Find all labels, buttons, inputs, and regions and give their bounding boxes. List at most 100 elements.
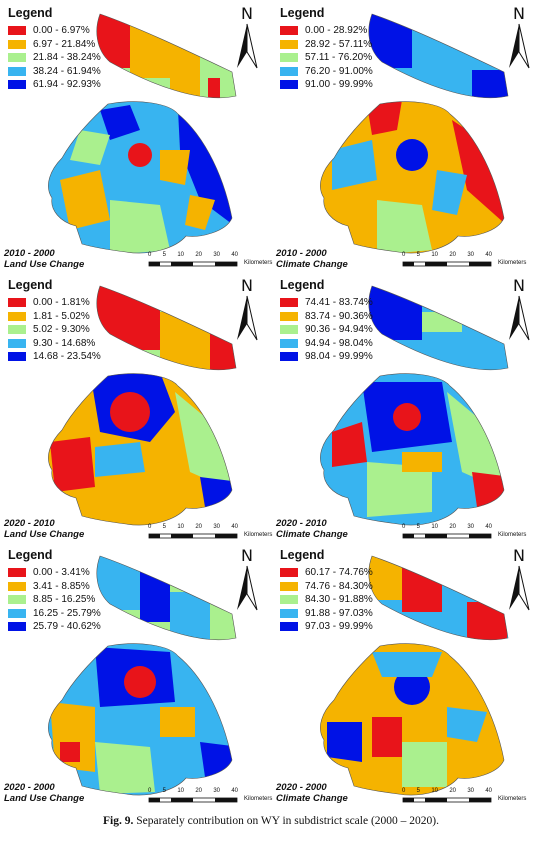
legend-item: 25.79 - 40.62% (8, 620, 101, 634)
factor-label: Climate Change (276, 259, 348, 270)
legend-label: 0.00 - 1.81% (33, 297, 90, 309)
legend-label: 9.30 - 14.68% (33, 337, 96, 349)
legend: Legend 60.17 - 74.76% 74.76 - 84.30% 84.… (280, 548, 373, 634)
legend-item: 84.30 - 91.88% (280, 593, 373, 607)
legend-swatch-sky-blue (280, 608, 298, 618)
map-caption: 2010 - 2000 Land Use Change (4, 248, 84, 270)
legend-label: 90.36 - 94.94% (305, 324, 373, 336)
scale-tick: 30 (213, 524, 220, 530)
scale-tick: 10 (431, 788, 438, 794)
legend-swatch-orange (8, 311, 26, 321)
legend-label: 38.24 - 61.94% (33, 65, 101, 77)
legend-item: 76.20 - 91.00% (280, 65, 373, 79)
legend-swatch-blue (8, 80, 26, 90)
district-map (48, 555, 237, 796)
figure-label: Fig. 9. (102, 815, 134, 827)
legend-swatch-orange (280, 39, 298, 49)
legend-item: 98.04 - 99.99% (280, 350, 373, 364)
scale-tick: 30 (467, 524, 474, 530)
legend-label: 21.84 - 38.24% (33, 52, 101, 64)
scale-tick: 20 (449, 524, 456, 530)
period-label: 2020 - 2010 (4, 518, 55, 529)
scale-bar: 0 5 10 20 30 40 Kilometers (148, 524, 288, 546)
legend-swatch-red (8, 568, 26, 578)
scale-unit: Kilometers (244, 532, 273, 538)
scale-tick: 10 (431, 524, 438, 530)
district-map (48, 13, 237, 254)
scale-tick: 10 (177, 252, 184, 258)
scale-tick: 5 (162, 788, 166, 794)
period-label: 2020 - 2000 (4, 782, 55, 793)
legend-label: 83.74 - 90.36% (305, 310, 373, 322)
legend-swatch-blue (280, 622, 298, 632)
legend-swatch-sky-blue (8, 608, 26, 618)
legend-label: 3.41 - 8.85% (33, 580, 90, 592)
map-panel-climate-2020-2000: Legend 60.17 - 74.76% 74.76 - 84.30% 84.… (272, 542, 542, 812)
map-caption: 2020 - 2000 Climate Change (276, 782, 348, 804)
legend-item: 14.68 - 23.54% (8, 350, 101, 364)
scale-bar-graphic (148, 533, 238, 539)
map-panel-land-use-2010-2000: Legend 0.00 - 6.97% 6.97 - 21.84% 21.84 … (0, 0, 273, 271)
legend-item: 0.00 - 3.41% (8, 566, 101, 580)
scale-tick: 0 (402, 524, 406, 530)
north-label: N (241, 4, 253, 23)
scale-bar: 0 5 10 20 30 40 Kilometers (402, 524, 542, 546)
legend-swatch-light-green (280, 325, 298, 335)
legend-item: 74.41 - 83.74% (280, 296, 373, 310)
legend-label: 91.88 - 97.03% (305, 607, 373, 619)
factor-label: Climate Change (276, 793, 348, 804)
factor-label: Land Use Change (4, 793, 85, 804)
legend-item: 97.03 - 99.99% (280, 620, 373, 634)
legend: Legend 0.00 - 6.97% 6.97 - 21.84% 21.84 … (8, 6, 101, 92)
legend-label: 84.30 - 91.88% (305, 594, 373, 606)
map-caption: 2010 - 2000 Climate Change (276, 248, 348, 270)
legend-item: 3.41 - 8.85% (8, 580, 101, 594)
legend-item: 8.85 - 16.25% (8, 593, 101, 607)
scale-tick: 30 (213, 788, 220, 794)
period-label: 2020 - 2010 (276, 518, 327, 529)
map-caption: 2020 - 2010 Climate Change (276, 518, 348, 540)
legend-item: 5.02 - 9.30% (8, 323, 101, 337)
north-arrow: N (234, 6, 260, 77)
legend-label: 98.04 - 99.99% (305, 351, 373, 363)
legend-swatch-blue (8, 622, 26, 632)
legend-label: 76.20 - 91.00% (305, 65, 373, 77)
legend-item: 90.36 - 94.94% (280, 323, 373, 337)
scale-tick: 40 (231, 524, 238, 530)
scale-tick: 40 (231, 788, 238, 794)
scale-bar-graphic (402, 797, 492, 803)
scale-tick: 5 (416, 252, 420, 258)
legend-swatch-blue (280, 80, 298, 90)
scale-bar-graphic (148, 261, 238, 267)
scale-unit: Kilometers (244, 260, 273, 266)
legend: Legend 74.41 - 83.74% 83.74 - 90.36% 90.… (280, 278, 373, 364)
legend-swatch-light-green (8, 595, 26, 605)
scale-tick: 40 (485, 788, 492, 794)
scale-tick: 0 (148, 788, 152, 794)
legend-item: 91.00 - 99.99% (280, 78, 373, 92)
figure-caption: Fig. 9. Separately contribution on WY in… (0, 815, 542, 827)
legend-item: 0.00 - 28.92% (280, 24, 373, 38)
scale-tick: 40 (485, 252, 492, 258)
scale-tick: 20 (195, 524, 202, 530)
legend-item: 74.76 - 84.30% (280, 580, 373, 594)
north-arrow: N (506, 6, 532, 77)
legend-item: 6.97 - 21.84% (8, 38, 101, 52)
legend-swatch-blue (8, 352, 26, 362)
legend-swatch-sky-blue (280, 66, 298, 76)
scale-tick: 20 (449, 788, 456, 794)
legend-label: 14.68 - 23.54% (33, 351, 101, 363)
north-arrow-icon (237, 295, 258, 341)
scale-tick: 30 (467, 788, 474, 794)
legend-label: 16.25 - 25.79% (33, 607, 101, 619)
scale-tick: 5 (162, 252, 166, 258)
legend-label: 25.79 - 40.62% (33, 621, 101, 633)
legend-item: 57.11 - 76.20% (280, 51, 373, 65)
scale-unit: Kilometers (244, 796, 273, 802)
legend-item: 16.25 - 25.79% (8, 607, 101, 621)
legend-swatch-orange (8, 581, 26, 591)
legend-swatch-orange (280, 311, 298, 321)
legend-label: 1.81 - 5.02% (33, 310, 90, 322)
period-label: 2010 - 2000 (4, 248, 55, 259)
scale-tick: 40 (231, 252, 238, 258)
